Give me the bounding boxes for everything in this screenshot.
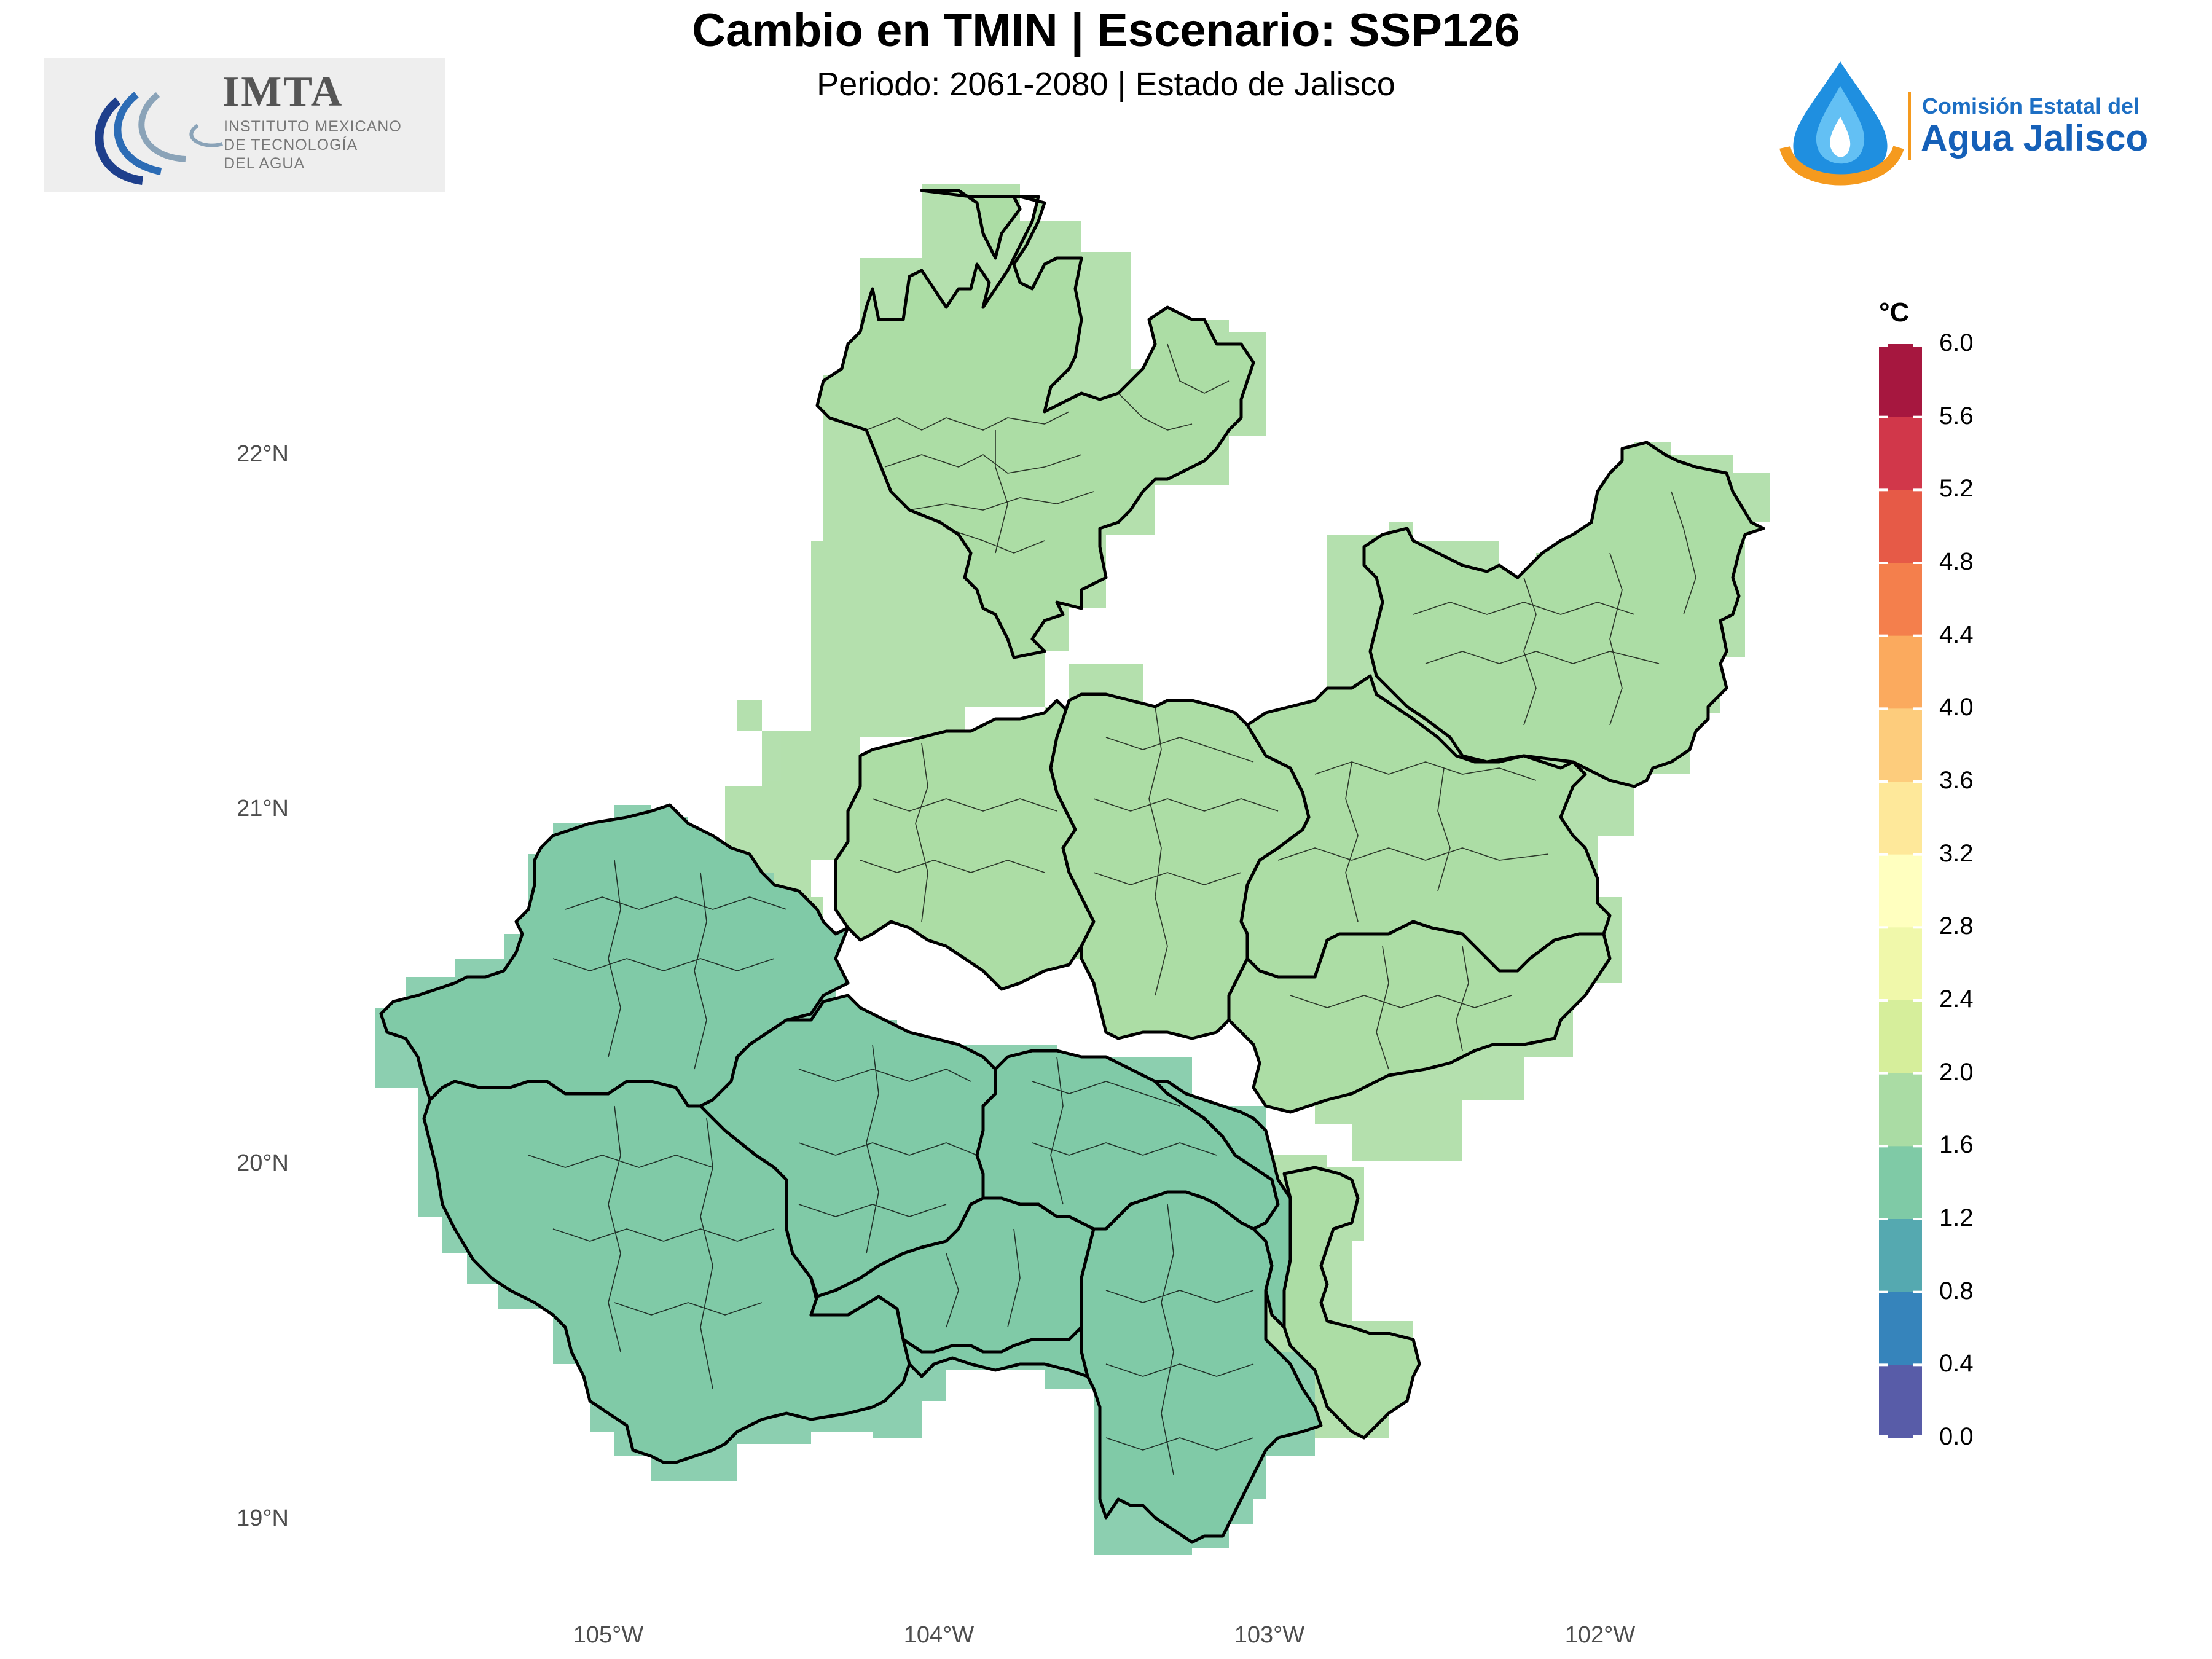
legend-tick-label: 6.0 — [1939, 329, 1974, 356]
region-cienega-sur — [1153, 1080, 1292, 1329]
legend-tick-mark — [1879, 1072, 1888, 1075]
legend-tick-mark — [1913, 1363, 1922, 1367]
legend-tick-mark — [1913, 1072, 1922, 1075]
legend-tick-label: 4.8 — [1939, 548, 1974, 575]
legend-tick-mark — [1879, 707, 1888, 710]
legend-tick-label: 5.2 — [1939, 475, 1974, 503]
legend-tick-mark — [1879, 1145, 1888, 1148]
south-region — [379, 803, 1323, 1544]
municipal-boundaries — [528, 343, 1696, 1475]
imta-logo: IMTA INSTITUTO MEXICANO DE TECNOLOGÍA DE… — [44, 58, 445, 192]
lat-label-19: 19°N — [237, 1505, 289, 1531]
legend-tick-mark — [1913, 344, 1922, 347]
lon-label-104: 104°W — [903, 1622, 975, 1648]
legend-tick-mark — [1879, 926, 1888, 929]
legend-tick-mark — [1913, 853, 1922, 856]
imta-line2: DE TECNOLOGÍA — [224, 136, 358, 154]
legend-tick-mark — [1913, 634, 1922, 637]
legend-tick-mark — [1879, 1290, 1888, 1293]
legend-tick-label: 3.6 — [1939, 767, 1974, 794]
legend-tick-mark — [1913, 1290, 1922, 1293]
legend-tick-label: 2.4 — [1939, 986, 1974, 1013]
legend-color-bar — [1879, 344, 1922, 1438]
legend-tick-label: 0.4 — [1939, 1350, 1974, 1378]
legend-swatch — [1879, 782, 1922, 855]
legend-swatch — [1879, 1000, 1922, 1074]
imta-logo-mark — [95, 92, 223, 185]
legend-tick-label: 4.4 — [1939, 621, 1974, 648]
lon-label-105: 105°W — [573, 1622, 644, 1648]
legend-tick-label: 1.6 — [1939, 1131, 1974, 1159]
legend-tick-mark — [1879, 999, 1888, 1002]
legend-swatch — [1879, 1365, 1922, 1438]
legend-tick-label: 0.0 — [1939, 1423, 1974, 1450]
legend-swatch — [1879, 635, 1922, 710]
legend-tick-mark — [1913, 488, 1922, 492]
legend-swatch — [1879, 1073, 1922, 1147]
region-sur-oeste — [895, 1307, 1089, 1378]
legend-tick-label: 2.0 — [1939, 1058, 1974, 1086]
imta-line1: INSTITUTO MEXICANO — [224, 118, 402, 135]
legend-tick-mark — [1879, 853, 1888, 856]
legend-tick-mark — [1879, 780, 1888, 783]
lon-label-102: 102°W — [1564, 1622, 1636, 1648]
legend-swatch — [1879, 563, 1922, 637]
cea-line2: Agua Jalisco — [1921, 117, 2149, 159]
legend-swatch — [1879, 1292, 1922, 1366]
legend-tick-mark — [1913, 1435, 1922, 1438]
legend-tick-label: 4.0 — [1939, 694, 1974, 721]
legend-swatch — [1879, 1146, 1922, 1220]
region-cienega — [1227, 920, 1612, 1114]
map-subtitle: Periodo: 2061-2080 | Estado de Jalisco — [817, 66, 1395, 103]
imta-name: IMTA — [222, 68, 344, 116]
legend-tick-mark — [1913, 1145, 1922, 1148]
north-region — [815, 189, 1765, 1440]
legend-tick-mark — [1879, 562, 1888, 564]
lat-label-20: 20°N — [237, 1150, 289, 1176]
region-norte — [815, 189, 1255, 659]
lat-label-21: 21°N — [237, 796, 289, 822]
cea-logo: Comisión Estatal del Agua Jalisco — [1776, 55, 2194, 190]
legend-tick-mark — [1913, 562, 1922, 564]
legend-tick-label: 1.2 — [1939, 1204, 1974, 1231]
legend-tick-mark — [1913, 1218, 1922, 1220]
legend-tick-mark — [1879, 415, 1888, 418]
legend-tick-mark — [1913, 926, 1922, 929]
lon-label-103: 103°W — [1234, 1622, 1305, 1648]
legend-tick-mark — [1913, 707, 1922, 710]
legend-swatch — [1879, 708, 1922, 782]
imta-line3: DEL AGUA — [224, 155, 305, 172]
legend-tick-mark — [1913, 999, 1922, 1002]
legend-swatch — [1879, 490, 1922, 563]
map-title: Cambio en TMIN | Escenario: SSP126 — [692, 4, 1520, 57]
legend-tick-mark — [1879, 1218, 1888, 1220]
legend-unit: °C — [1879, 297, 1910, 327]
water-drop-icon — [1779, 61, 1911, 186]
legend-tick-mark — [1879, 344, 1888, 347]
legend-swatch — [1879, 344, 1922, 418]
legend-tick-label: 5.6 — [1939, 402, 1974, 429]
legend-tick-mark — [1879, 1435, 1888, 1438]
legend-swatch — [1879, 927, 1922, 1001]
region-costa-norte — [422, 1080, 911, 1464]
cea-line1: Comisión Estatal del — [1922, 93, 2140, 119]
region-sur — [1080, 1190, 1323, 1544]
legend-tick-mark — [1879, 488, 1888, 492]
legend-swatch — [1879, 854, 1922, 928]
region-sureste — [1282, 1166, 1421, 1440]
legend-tick-label: 2.8 — [1939, 912, 1974, 940]
legend-tick-mark — [1913, 415, 1922, 418]
legend-tick-mark — [1879, 634, 1888, 637]
legend-tick-mark — [1879, 1363, 1888, 1367]
legend-swatch — [1879, 417, 1922, 491]
region-altos-norte — [1362, 441, 1765, 788]
legend-tick-label: 0.8 — [1939, 1277, 1974, 1304]
region-centro-2 — [1049, 692, 1311, 1040]
legend-swatch — [1879, 1219, 1922, 1293]
legend-tick-label: 3.2 — [1939, 839, 1974, 867]
lat-label-22: 22°N — [237, 441, 289, 467]
legend-tick-mark — [1913, 780, 1922, 783]
